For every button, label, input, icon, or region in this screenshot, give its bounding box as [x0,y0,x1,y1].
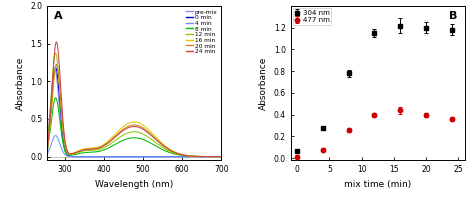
0 min [53,67,58,69]
0 min [124,155,129,158]
24 min [43,155,48,158]
pre-mix [124,155,129,158]
16 min [52,73,57,75]
12 min [219,155,224,158]
Line: 20 min: 20 min [46,65,221,157]
20 min [52,73,57,75]
12 min [128,131,134,133]
X-axis label: mix time (min): mix time (min) [344,180,411,189]
20 min [128,124,134,127]
24 min [219,155,224,158]
16 min [54,63,59,66]
8 min [53,97,58,99]
4 min [219,155,224,158]
4 min [52,135,57,137]
0 min [181,155,187,158]
12 min [181,154,187,157]
12 min [213,155,219,158]
12 min [53,52,58,54]
Line: 24 min: 24 min [46,42,221,157]
8 min [124,138,129,140]
0 min [128,155,134,158]
16 min [43,155,48,158]
24 min [124,128,129,130]
24 min [213,155,219,158]
4 min [213,155,219,158]
24 min [54,41,59,43]
16 min [128,121,134,124]
pre-mix [43,155,48,158]
20 min [124,126,129,128]
pre-mix [213,155,219,158]
12 min [124,132,129,135]
X-axis label: Wavelength (nm): Wavelength (nm) [95,180,173,189]
Text: A: A [55,10,63,21]
4 min [43,155,48,158]
pre-mix [219,155,224,158]
24 min [52,52,57,55]
4 min [53,134,58,137]
Line: 16 min: 16 min [46,65,221,157]
8 min [181,154,187,157]
4 min [128,155,134,158]
16 min [213,155,219,158]
pre-mix [52,69,57,71]
20 min [213,155,219,158]
pre-mix [128,155,134,158]
24 min [213,155,219,158]
0 min [213,155,219,158]
pre-mix [213,155,219,158]
12 min [43,155,48,158]
Line: 12 min: 12 min [46,53,221,157]
0 min [219,155,224,158]
8 min [52,99,57,101]
16 min [213,155,219,158]
8 min [43,155,48,158]
20 min [219,155,224,158]
12 min [213,155,219,158]
Line: pre-mix: pre-mix [46,70,221,157]
Line: 0 min: 0 min [46,68,221,157]
8 min [128,137,134,139]
16 min [219,155,224,158]
8 min [213,155,219,158]
pre-mix [52,69,58,71]
Y-axis label: Absorbance: Absorbance [259,56,268,110]
16 min [181,154,187,156]
Legend: pre-mix, 0 min, 4 min, 8 min, 12 min, 16 min, 20 min, 24 min: pre-mix, 0 min, 4 min, 8 min, 12 min, 16… [186,9,219,55]
4 min [213,155,219,158]
4 min [181,155,187,158]
20 min [54,63,59,66]
12 min [52,56,57,58]
Y-axis label: Absorbance: Absorbance [16,56,25,110]
0 min [52,70,57,72]
Legend: 304 nm, 477 nm: 304 nm, 477 nm [293,8,331,25]
24 min [128,126,134,128]
16 min [124,123,129,126]
0 min [43,155,48,158]
Line: 4 min: 4 min [46,135,221,157]
pre-mix [181,155,187,158]
20 min [213,155,219,158]
4 min [124,155,129,158]
20 min [43,155,48,158]
8 min [219,155,224,158]
20 min [181,154,187,156]
24 min [181,154,187,156]
0 min [213,155,219,158]
Line: 8 min: 8 min [46,98,221,157]
8 min [213,155,219,158]
Text: B: B [449,10,457,21]
